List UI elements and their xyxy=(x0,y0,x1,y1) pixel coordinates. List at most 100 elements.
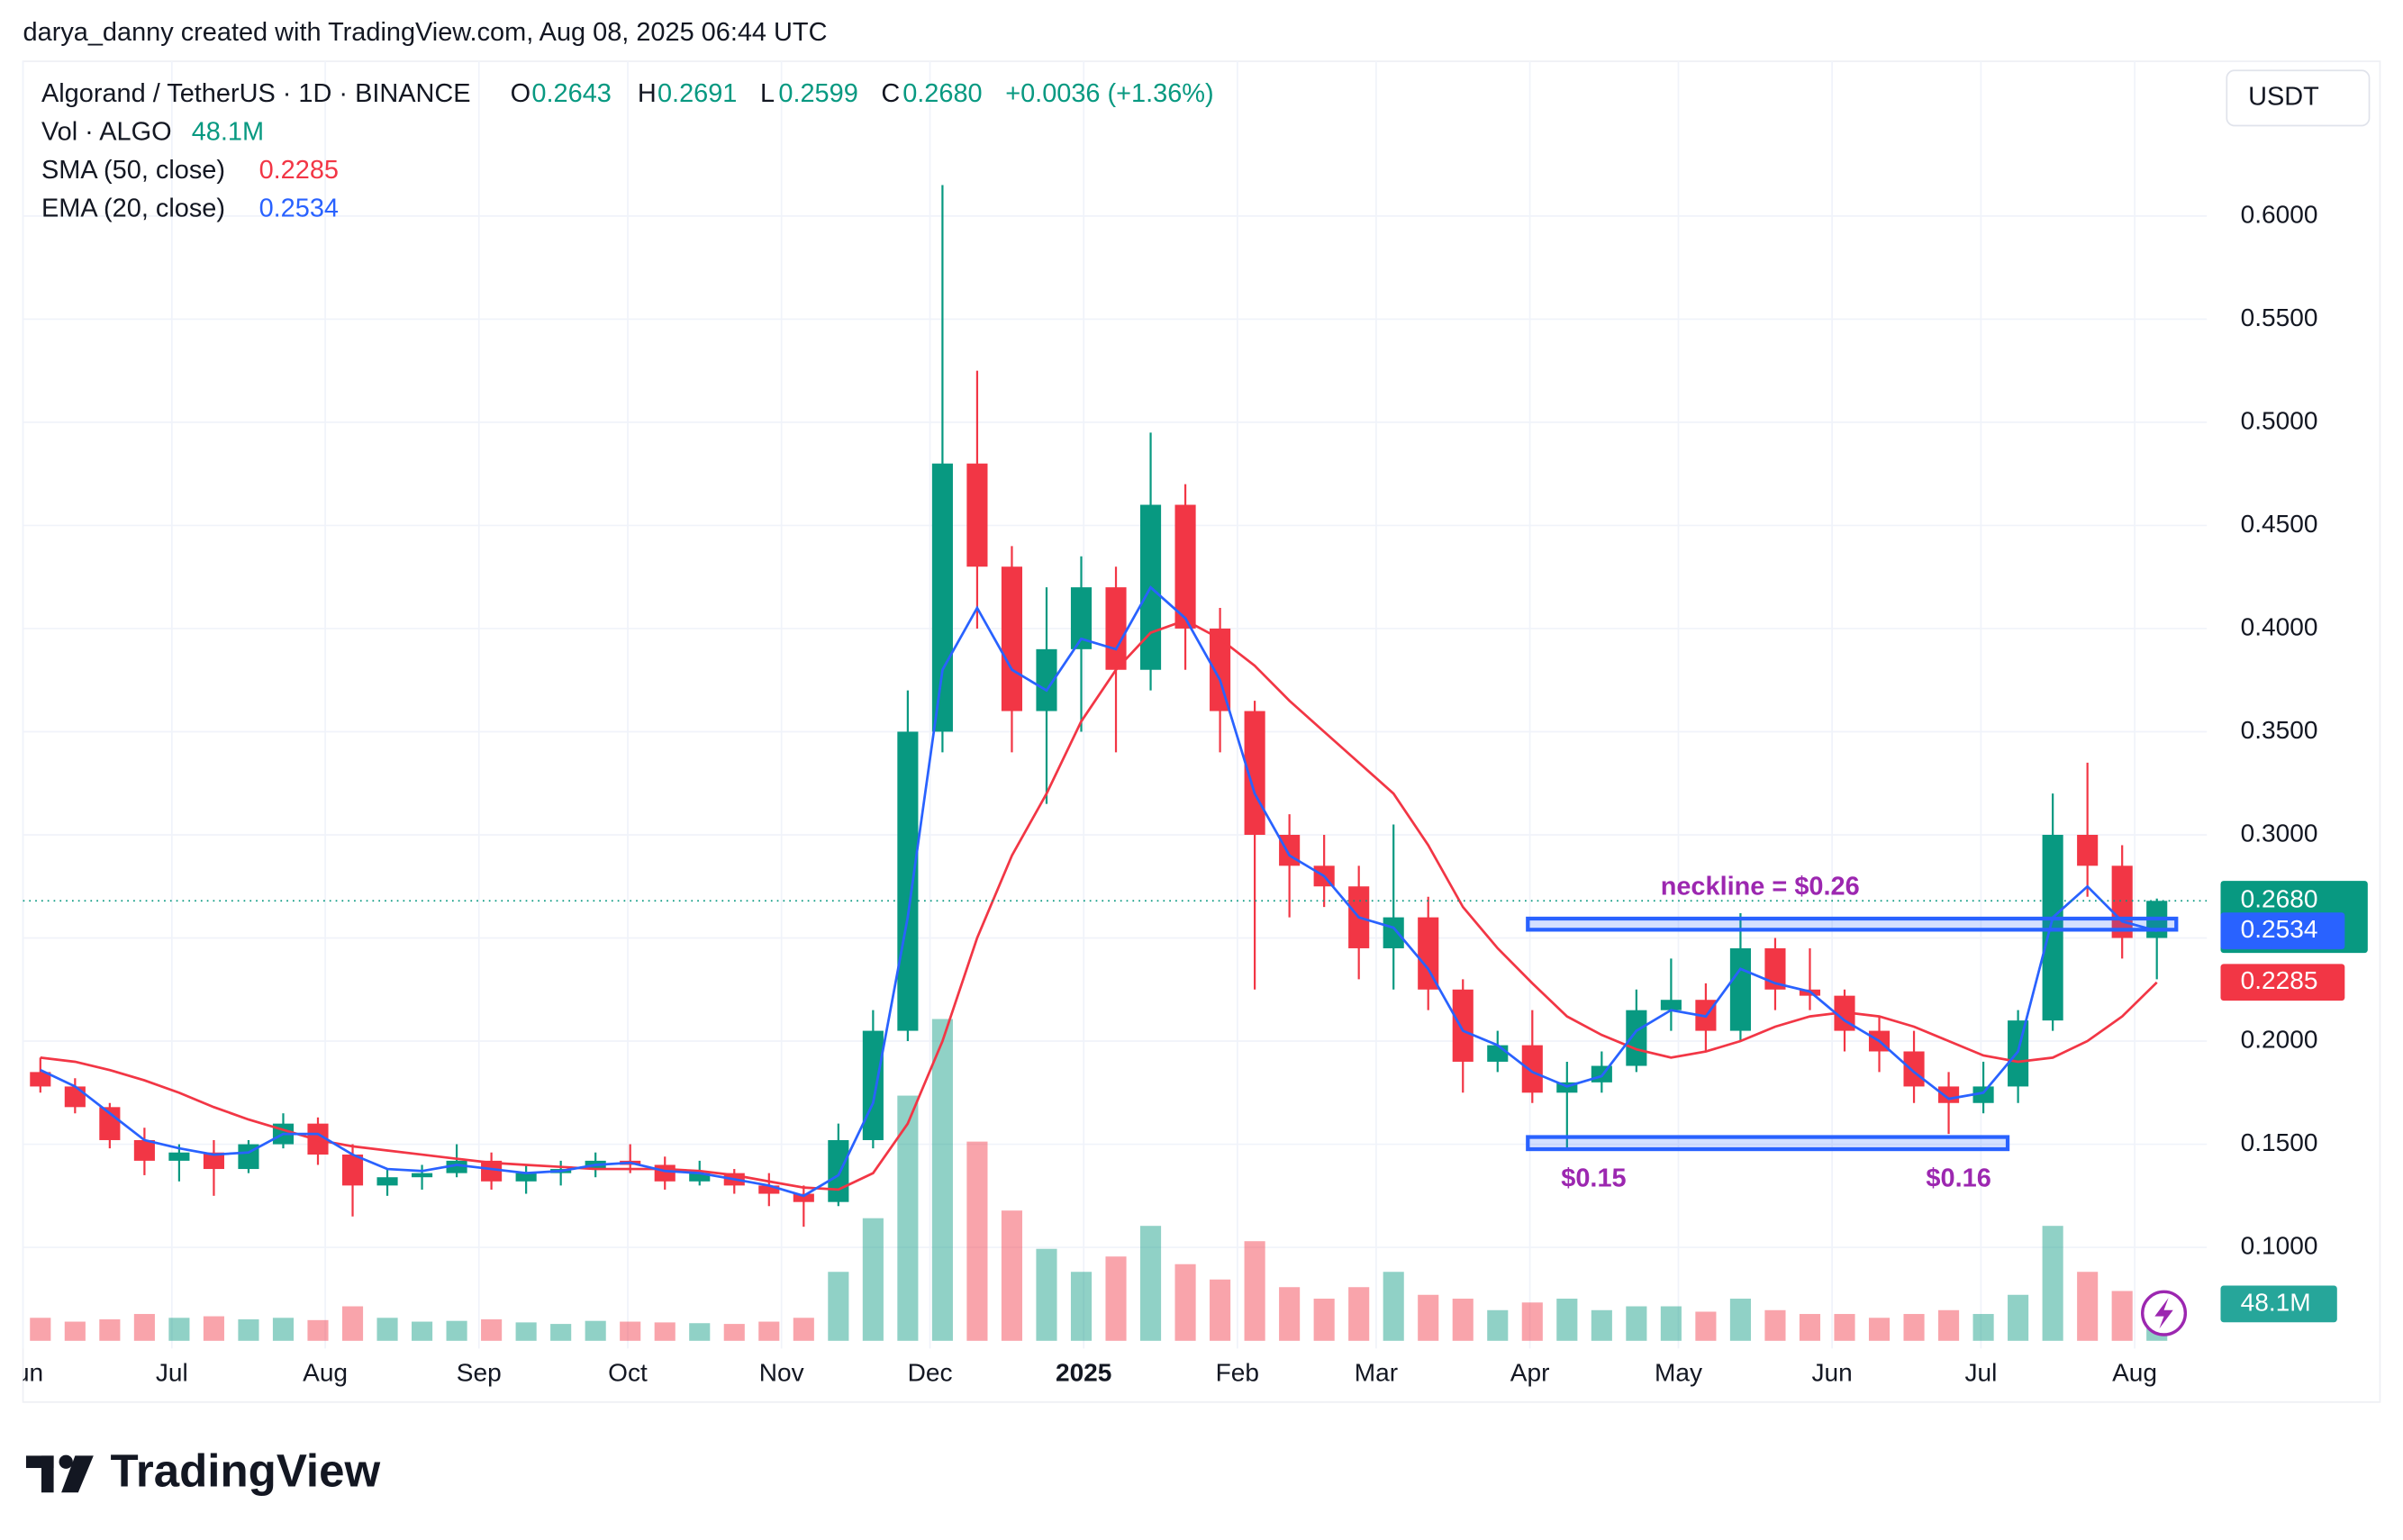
candle-body xyxy=(2077,834,2099,866)
volume-bar xyxy=(2042,1226,2063,1341)
sma-name: SMA (50, close) xyxy=(41,156,225,185)
candle-body xyxy=(99,1107,121,1140)
volume-bar xyxy=(1174,1264,1196,1341)
volume-bar xyxy=(1244,1241,1265,1341)
drawings: neckline = $0.26 $0.15 $0.16 xyxy=(1526,873,2179,1193)
y-tick-label: 0.3500 xyxy=(2241,716,2318,744)
volume-bar xyxy=(446,1320,467,1341)
candle-body xyxy=(1418,917,1439,990)
volume-bar xyxy=(412,1321,433,1341)
volume-bar xyxy=(376,1318,398,1341)
candle-body xyxy=(689,1173,711,1182)
candle-body xyxy=(1210,628,1231,711)
candles xyxy=(30,185,2168,1227)
volume-bar xyxy=(585,1320,606,1341)
volume-bar xyxy=(1105,1256,1127,1341)
candle-body xyxy=(2042,834,2063,1021)
candle-body xyxy=(828,1139,849,1202)
volume-bar xyxy=(1972,1314,1994,1341)
candle-body xyxy=(966,463,988,567)
x-tick-label: Jun xyxy=(3,1359,43,1387)
symbol: Algorand / TetherUS · 1D · BINANCE xyxy=(41,79,471,108)
volume-bar xyxy=(1591,1309,1612,1341)
volume-bar xyxy=(1938,1309,1960,1341)
volume-bar xyxy=(133,1314,155,1341)
candle-body xyxy=(1903,1051,1925,1087)
volume-bar xyxy=(2111,1291,2133,1341)
volume-bar xyxy=(931,1019,953,1341)
y-tick-label: 0.5500 xyxy=(2241,303,2318,331)
annotation: neckline = $0.26 xyxy=(1661,873,1860,901)
volume-bar xyxy=(1834,1314,1855,1341)
candle-body xyxy=(758,1185,780,1194)
high-label: H xyxy=(638,79,657,108)
volume-bar xyxy=(1695,1311,1717,1341)
brand-logo xyxy=(25,1454,94,1493)
currency-button[interactable] xyxy=(2226,69,2371,127)
x-tick-label: May xyxy=(1655,1359,1702,1387)
volume-bar xyxy=(1764,1309,1786,1341)
volume-bar xyxy=(550,1324,572,1341)
volume-bar xyxy=(1313,1299,1335,1341)
volume-bar xyxy=(272,1318,295,1341)
volume-bar xyxy=(64,1321,86,1341)
volume-bar xyxy=(1903,1314,1925,1341)
volume-bar xyxy=(307,1319,329,1341)
candle-body xyxy=(931,463,953,732)
x-tick-label: Aug xyxy=(2112,1359,2157,1387)
volume-bar xyxy=(1799,1314,1821,1341)
y-tick-label: 0.6000 xyxy=(2241,200,2318,228)
candle-body xyxy=(515,1173,537,1182)
x-tick-label: Mar xyxy=(1355,1359,1398,1387)
candle-body xyxy=(1452,989,1474,1062)
author-line: darya_danny created with TradingView.com… xyxy=(23,18,828,47)
candle-body xyxy=(412,1173,433,1178)
candle-body xyxy=(1729,947,1751,1031)
volume-bar xyxy=(723,1324,745,1341)
candle-body xyxy=(341,1155,364,1186)
volume-bar xyxy=(620,1321,641,1341)
high-value: 0.2691 xyxy=(657,79,737,108)
volume-bar xyxy=(1556,1299,1578,1341)
volume-bar xyxy=(1001,1210,1023,1341)
volume-bar xyxy=(481,1318,503,1341)
volume-pane xyxy=(30,1019,2168,1341)
candle-body xyxy=(168,1152,190,1161)
annotation: $0.16 xyxy=(1926,1164,1990,1193)
sma-value: 0.2285 xyxy=(259,156,339,185)
indicator-tag xyxy=(2220,964,2345,1001)
volume-bar xyxy=(1348,1287,1370,1341)
grid xyxy=(22,61,2208,1349)
low-value: 0.2599 xyxy=(778,79,857,108)
alert-icon[interactable] xyxy=(2141,1290,2188,1336)
y-tick-label: 0.1000 xyxy=(2241,1232,2318,1260)
candle-body xyxy=(1001,566,1023,711)
last-price-label: 0.2680 xyxy=(2241,885,2318,913)
annotation: $0.15 xyxy=(1561,1164,1626,1193)
candle-body xyxy=(133,1139,155,1161)
volume-bar xyxy=(793,1318,814,1341)
volume-bar xyxy=(1660,1306,1682,1341)
volume-bar xyxy=(689,1323,711,1341)
volume-bar xyxy=(341,1306,364,1341)
level-box xyxy=(1526,1135,2010,1152)
volume-bar xyxy=(654,1322,676,1341)
volume-bar xyxy=(2008,1294,2029,1341)
candle-body xyxy=(1174,504,1196,629)
candle-body xyxy=(1626,1010,1647,1066)
candle-body xyxy=(862,1030,884,1140)
candle-body xyxy=(30,1072,51,1087)
candle-body xyxy=(897,731,919,1031)
candle-body xyxy=(2008,1020,2029,1087)
candle-body xyxy=(654,1164,676,1182)
close-label: C xyxy=(881,79,900,108)
volume-bar xyxy=(1626,1306,1647,1341)
candle-body xyxy=(1764,947,1786,990)
currency[interactable]: USDT xyxy=(2248,83,2319,112)
candle-body xyxy=(1660,1000,1682,1010)
volume-bar xyxy=(238,1318,259,1341)
candle-body xyxy=(1036,648,1057,711)
volume-bar xyxy=(2077,1272,2099,1341)
volume-bar xyxy=(203,1316,224,1341)
